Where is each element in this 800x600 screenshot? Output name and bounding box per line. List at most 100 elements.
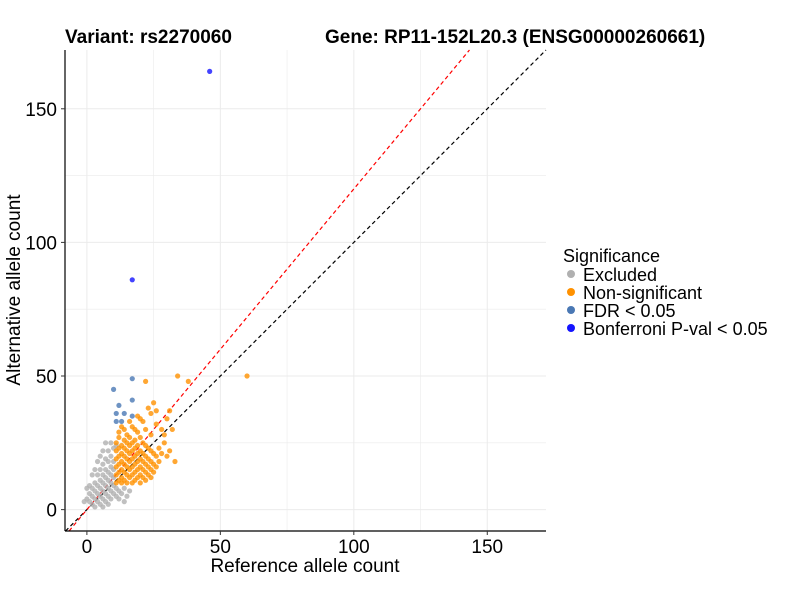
data-point — [207, 68, 213, 74]
data-point — [148, 432, 154, 438]
data-point — [129, 376, 135, 382]
data-point — [169, 426, 175, 433]
data-point — [129, 413, 135, 419]
data-point — [137, 434, 143, 441]
data-point — [124, 480, 130, 486]
legend-key — [567, 270, 575, 278]
data-point — [129, 277, 135, 283]
data-point — [94, 472, 101, 478]
legend: Significance ExcludedNon-significantFDR … — [563, 246, 768, 339]
data-point — [244, 373, 250, 379]
data-point — [97, 453, 103, 459]
x-tick-label: 100 — [338, 537, 370, 558]
data-point — [172, 458, 178, 465]
data-point — [121, 499, 127, 505]
x-tick-label: 0 — [82, 537, 93, 558]
title-gene: Gene: RP11-152L20.3 (ENSG00000260661) — [325, 27, 705, 48]
series-excluded — [81, 440, 133, 510]
data-point — [118, 418, 125, 425]
legend-entry: Non-significant — [583, 283, 702, 303]
data-point — [113, 440, 119, 446]
data-point — [161, 432, 167, 438]
data-point — [113, 418, 119, 425]
data-point — [164, 453, 170, 459]
data-point — [92, 466, 98, 473]
data-point — [116, 496, 122, 502]
legend-entry: Excluded — [583, 265, 657, 285]
data-point — [156, 445, 162, 451]
x-tick-label: 150 — [471, 537, 503, 558]
data-point — [126, 418, 133, 425]
ticks: 0 50 100 150 0 50 100 150 — [25, 100, 503, 558]
data-point — [153, 464, 159, 470]
legend-key — [567, 288, 575, 296]
legend-key — [567, 306, 575, 314]
data-point — [167, 448, 173, 454]
data-point — [105, 448, 111, 454]
series-bonferroni-p-val-0-05 — [129, 68, 213, 283]
data-point — [151, 400, 157, 406]
y-tick-label: 150 — [25, 100, 57, 121]
data-point — [156, 458, 162, 465]
data-point — [108, 453, 114, 459]
data-point — [151, 469, 157, 475]
data-point — [143, 477, 149, 483]
data-point — [97, 466, 103, 473]
data-point — [135, 442, 141, 449]
title-variant: Variant: rs2270060 — [65, 27, 232, 48]
series-fdr-0-05 — [110, 376, 135, 425]
data-point — [84, 485, 90, 491]
data-point — [116, 402, 122, 409]
data-point — [113, 410, 119, 417]
data-point — [159, 426, 165, 433]
data-point — [108, 440, 114, 446]
legend-key — [567, 324, 575, 332]
data-point — [175, 373, 181, 379]
y-tick-label: 50 — [36, 367, 57, 388]
data-point — [129, 397, 135, 403]
data-point — [161, 440, 167, 446]
grid — [65, 50, 546, 531]
data-point — [143, 426, 149, 433]
y-axis-label: Alternative allele count — [4, 194, 25, 386]
data-point — [148, 474, 154, 481]
reference-line-identity — [65, 49, 547, 532]
data-point — [153, 453, 159, 459]
x-axis-label: Reference allele count — [210, 556, 400, 577]
data-point — [89, 472, 95, 478]
data-point — [108, 496, 114, 502]
data-point — [105, 501, 111, 507]
data-point — [94, 458, 101, 465]
data-point — [148, 410, 154, 417]
legend-entry: FDR < 0.05 — [583, 301, 676, 321]
legend-title: Significance — [563, 246, 660, 266]
data-point — [143, 378, 149, 384]
data-point — [102, 440, 109, 446]
data-point — [121, 485, 127, 491]
data-point — [110, 386, 117, 392]
data-point — [121, 410, 127, 417]
data-point — [116, 488, 122, 494]
y-tick-label: 0 — [46, 501, 57, 522]
data-point — [137, 480, 143, 486]
data-point — [116, 434, 122, 441]
legend-entry: Bonferroni P-val < 0.05 — [583, 319, 768, 339]
data-point — [185, 378, 191, 384]
data-point — [153, 408, 159, 414]
points — [81, 68, 250, 510]
data-point — [118, 424, 125, 430]
data-point — [132, 426, 138, 433]
data-point — [124, 493, 130, 499]
data-point — [116, 429, 122, 435]
data-point — [105, 458, 111, 465]
data-point — [167, 408, 173, 414]
series-non-significant — [113, 373, 250, 486]
reference-line-expected-ratio — [68, 49, 470, 532]
data-point — [145, 405, 151, 411]
data-point — [132, 437, 138, 443]
data-point — [164, 416, 170, 422]
data-point — [126, 434, 133, 441]
data-point — [100, 461, 106, 467]
data-point — [126, 488, 133, 494]
